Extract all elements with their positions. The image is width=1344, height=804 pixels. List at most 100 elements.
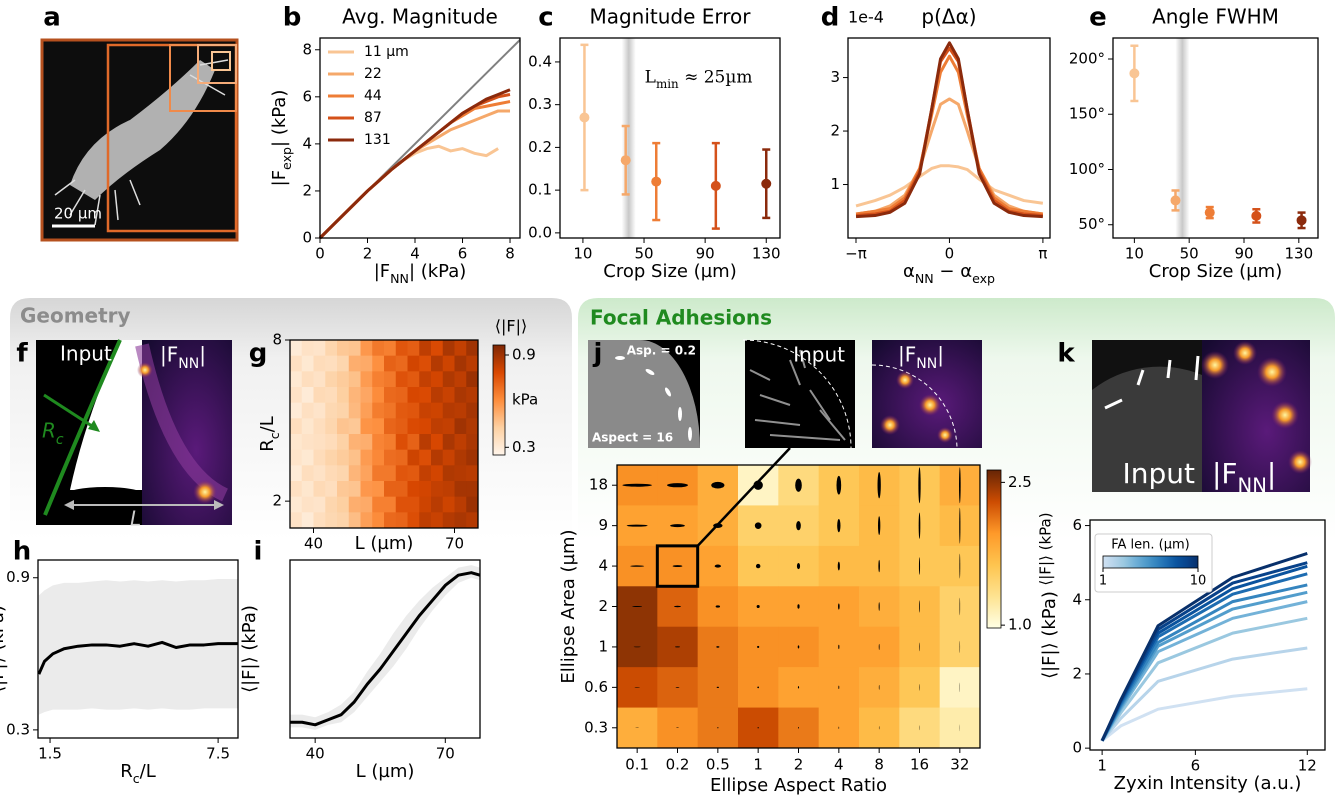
ellipse-glyph — [959, 467, 961, 504]
legend-label: 44 — [364, 88, 382, 104]
heatmap-cell — [419, 434, 432, 451]
heatmap-cell — [407, 387, 420, 404]
y-axis-label: ⟨|F|⟩ (kPa) — [239, 605, 260, 693]
heatmap-cell — [407, 496, 420, 513]
ellipse-images: Asp. = 0.2 Aspect = 16 Input |FNN| — [588, 339, 982, 449]
x-tick-label: 8 — [874, 756, 884, 774]
heatmap-cell — [407, 371, 420, 388]
heatmap-cell — [431, 512, 444, 529]
ellipse-glyph — [676, 727, 679, 729]
heatmap-cell — [313, 402, 326, 419]
image-label: Aspect = 16 — [592, 431, 673, 445]
x-axis-label: αNN − αexp — [903, 261, 995, 286]
heatmap-cell — [290, 402, 303, 419]
y-axis-label: Rc/L — [257, 416, 282, 452]
x-tick-label: 4 — [834, 756, 844, 774]
heatmap-cell — [325, 355, 338, 372]
heatmap-cell — [384, 512, 397, 529]
y-axis-label: |Fexp| (kPa) — [269, 90, 294, 187]
line — [855, 54, 1044, 216]
colorbar-tick-label: 1.0 — [1008, 616, 1032, 634]
panel-label: f — [16, 339, 28, 369]
heatmap-cell — [431, 496, 444, 513]
heatmap-cell — [442, 512, 455, 529]
ellipse-glyph — [836, 475, 842, 495]
heatmap-cell — [395, 340, 408, 357]
heatmap-cell — [395, 465, 408, 482]
y-tick-label: 200° — [1069, 49, 1105, 67]
x-axis-label: Rc/L — [120, 761, 156, 786]
y-tick-label: 9 — [598, 516, 608, 534]
colorbar-label: FA len. (µm) — [1111, 538, 1190, 553]
colorbar-label: ⟨|F|⟩ (kPa) — [1037, 512, 1055, 585]
image-label: L — [130, 507, 141, 531]
heatmap-cell — [348, 465, 361, 482]
heatmap-cell — [360, 387, 373, 404]
heatmap-cell — [372, 402, 385, 419]
ellipse-glyph — [795, 478, 802, 492]
heatmap-cell — [360, 371, 373, 388]
line — [1100, 551, 1308, 742]
y-axis-label: ⟨|F|⟩ (kPa) — [0, 605, 8, 693]
x-tick-label: 40 — [306, 745, 325, 763]
ellipse-glyph — [670, 524, 685, 528]
heatmap-cell — [431, 340, 444, 357]
axis-multiplier: 1e-4 — [848, 8, 884, 27]
heatmap-cell — [348, 340, 361, 357]
heatmap-cell — [466, 496, 479, 513]
heatmap-cell — [360, 418, 373, 435]
heatmap-cell — [301, 512, 314, 529]
heatmap-cell — [372, 340, 385, 357]
y-tick-label: 0.1 — [528, 181, 552, 199]
heatmap-cell — [419, 371, 432, 388]
highlight-band — [1175, 38, 1190, 238]
heatmap-cell — [290, 434, 303, 451]
heatmap-cell — [325, 481, 338, 498]
heatmap-cell — [290, 418, 303, 435]
heatmap-cell — [407, 512, 420, 529]
x-tick-label: 50 — [1180, 245, 1199, 263]
heatmap-cell — [337, 481, 350, 498]
y-tick-label: 0 — [302, 229, 312, 247]
ellipse-glyph — [919, 642, 920, 652]
heatmap-cell — [431, 481, 444, 498]
zyxin-images: Input |FNN| — [1092, 340, 1312, 497]
colorbar-tick-label: 0.9 — [512, 346, 536, 364]
ellipse-glyph — [622, 483, 652, 487]
chart-title: Magnitude Error — [589, 5, 751, 29]
ellipse-glyph — [878, 559, 880, 573]
heatmap-cell — [313, 449, 326, 466]
line — [1101, 687, 1308, 742]
heatmap-cell — [325, 512, 338, 529]
heatmap-cell — [372, 449, 385, 466]
heatmap-cell — [419, 340, 432, 357]
ellipse-glyph — [715, 605, 721, 608]
heatmap-cell — [466, 481, 479, 498]
heatmap-cell — [454, 402, 467, 419]
x-axis-label: Crop Size (µm) — [1149, 261, 1282, 282]
panel-label: i — [254, 537, 263, 567]
legend-label: 11 µm — [364, 44, 409, 60]
plot-frame — [319, 37, 521, 239]
x-tick-label: 1 — [1097, 757, 1107, 775]
ellipse-glyph — [878, 684, 880, 690]
ellipse-glyph — [796, 520, 801, 531]
plot-frame — [1112, 37, 1319, 239]
heatmap-cell — [360, 481, 373, 498]
heatmap-cell — [313, 340, 326, 357]
y-tick-label: 0.3 — [584, 718, 608, 736]
heatmap-cell — [337, 402, 350, 419]
y-tick-label: 1 — [830, 175, 840, 193]
ellipse-glyph — [959, 553, 961, 579]
heatmap-cell — [360, 355, 373, 372]
line — [318, 144, 499, 240]
x-tick-label: 90 — [1234, 245, 1253, 263]
ellipse-glyph — [837, 519, 841, 533]
heatmap-cell — [384, 481, 397, 498]
section-title: Geometry — [20, 304, 131, 328]
heatmap-cell — [407, 481, 420, 498]
x-tick-label: 10 — [1125, 245, 1144, 263]
y-tick-label: 0 — [1072, 739, 1082, 757]
heatmap-cell — [395, 355, 408, 372]
x-tick-label: 50 — [634, 245, 653, 263]
